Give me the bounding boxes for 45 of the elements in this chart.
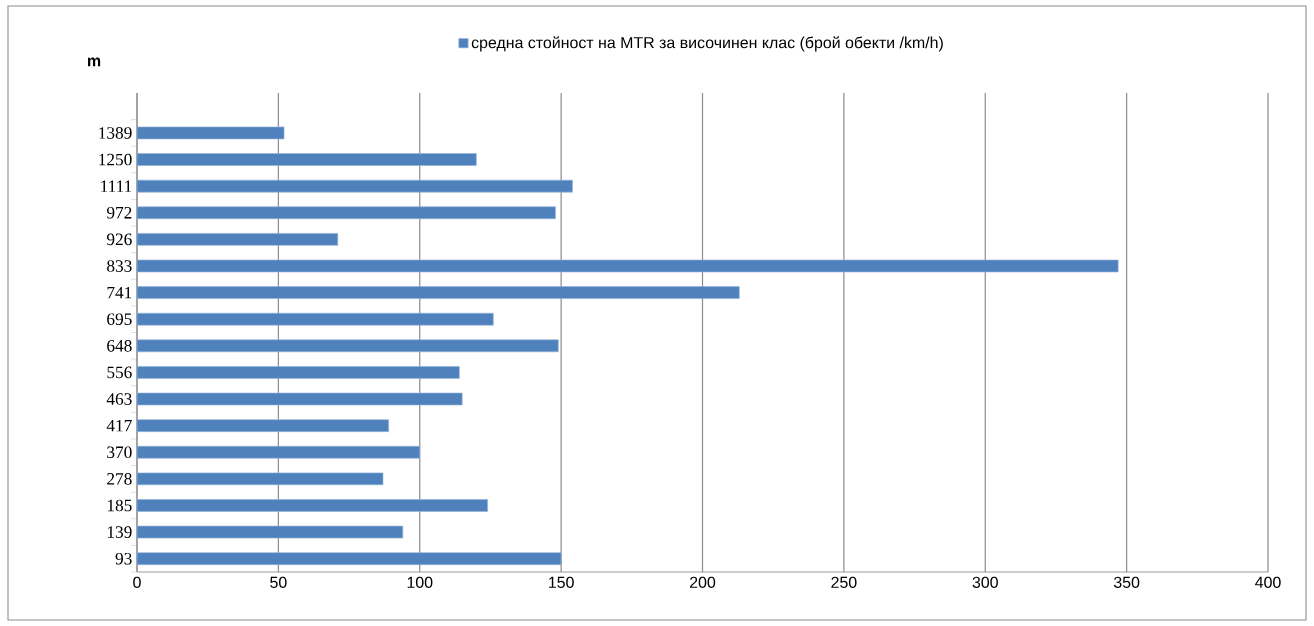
x-tick-label: 50	[270, 576, 287, 588]
x-tick-label: 150	[549, 576, 574, 588]
x-tick-label: 0	[133, 576, 141, 588]
bar	[136, 259, 1119, 273]
bar	[136, 179, 573, 193]
y-tick-label: 972	[106, 206, 132, 219]
y-tick-label: 926	[106, 233, 132, 246]
y-tick-label: 463	[106, 393, 132, 405]
x-tick-label: 400	[1255, 576, 1281, 588]
x-tick-label: 250	[831, 576, 857, 588]
x-tick-label: 200	[690, 576, 716, 588]
bar	[136, 445, 421, 459]
y-tick-label: 139	[107, 526, 132, 538]
x-tick-label: 350	[1113, 576, 1140, 588]
bar	[136, 525, 404, 539]
bar	[136, 392, 463, 406]
bar	[136, 126, 285, 140]
y-tick-label: 370	[107, 446, 132, 459]
x-tick-label: 100	[407, 576, 433, 588]
y-tick-label: 93	[115, 552, 132, 565]
y-tick-label: 417	[106, 419, 132, 432]
bar	[136, 206, 556, 220]
bar	[136, 153, 477, 166]
y-axis-title: m	[87, 57, 101, 67]
y-tick-label: 741	[107, 286, 132, 299]
x-tick-label: 300	[972, 576, 998, 588]
bar	[136, 552, 562, 566]
bar	[136, 419, 389, 432]
legend-label: средна стойност на MTR за височинен клас (брой обекти /km/h)	[471, 36, 943, 52]
bar	[136, 472, 384, 486]
y-tick-label: 1389	[99, 127, 132, 139]
y-tick-label: 185	[107, 499, 132, 512]
y-tick-label: 695	[107, 313, 132, 325]
bar	[136, 286, 740, 299]
y-tick-label: 1250	[99, 153, 132, 166]
bar	[136, 339, 559, 353]
bar	[136, 233, 339, 246]
y-tick-label: 648	[107, 339, 132, 352]
y-tick-label: 278	[107, 473, 132, 485]
bar	[136, 499, 488, 512]
y-tick-label: 833	[107, 260, 132, 272]
bar	[136, 366, 460, 379]
y-tick-label: 556	[107, 366, 132, 379]
bar	[136, 312, 494, 326]
y-tick-label: 1111	[101, 180, 132, 192]
